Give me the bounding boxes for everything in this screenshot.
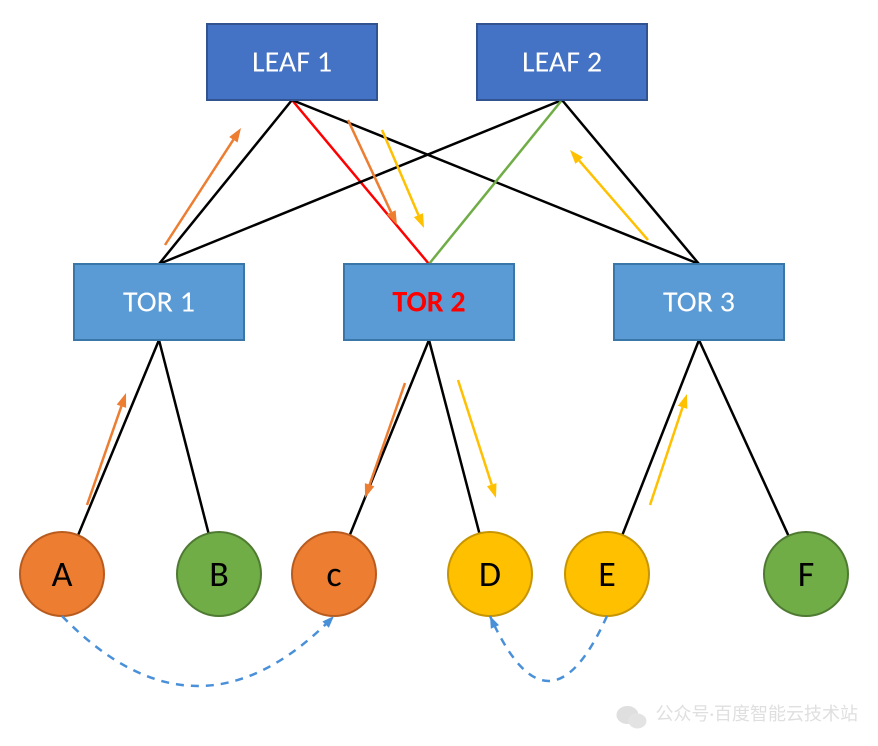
boxes: LEAF 1 LEAF 2 TOR 1 TOR 2 TOR 3	[74, 24, 784, 340]
tor3-label: TOR 3	[663, 284, 735, 321]
edge	[429, 340, 479, 533]
flow-arrow-head	[117, 393, 126, 408]
network-diagram: LEAF 1 LEAF 2 TOR 1 TOR 2 TOR 3 A Bc D E F 公众号·百度智…	[0, 0, 878, 746]
dashed-curve-head	[490, 616, 499, 629]
flow-arrow-line	[87, 406, 121, 505]
edge	[78, 340, 159, 535]
edge	[159, 340, 209, 533]
tor1-label: TOR 1	[123, 284, 195, 321]
circle-B-label: B	[209, 552, 229, 596]
circle-D-label: D	[479, 552, 501, 596]
leaf2-label: LEAF 2	[522, 44, 602, 81]
flow-arrow-line	[165, 140, 233, 245]
circle-E-label: E	[598, 552, 616, 596]
leaf-circles: A Bc D E F	[20, 532, 848, 616]
circle-C-label: c	[326, 552, 341, 596]
edge	[159, 100, 292, 264]
flow-arrow-line	[370, 383, 405, 485]
flow-arrow-head	[229, 128, 241, 142]
leaf-tor-edges	[159, 100, 699, 264]
dashed-curves	[62, 616, 607, 686]
circle-F-label: F	[798, 552, 815, 596]
flow-arrow-line	[579, 161, 648, 240]
tor-circle-edges	[78, 340, 788, 536]
dashed-curve	[62, 616, 334, 686]
leaf1-label: LEAF 1	[252, 44, 332, 81]
edge	[350, 340, 429, 535]
watermark-text: 公众号·百度智能云技术站	[655, 703, 858, 725]
flow-arrow-head	[414, 213, 424, 228]
edge	[562, 100, 699, 264]
flow-arrow-head	[678, 394, 687, 409]
dashed-curve	[490, 616, 607, 681]
watermark: 公众号·百度智能云技术站	[616, 703, 858, 729]
wechat-icon	[616, 706, 646, 729]
edge	[159, 100, 562, 264]
tor2-label: TOR 2	[392, 284, 465, 321]
edge	[429, 100, 562, 264]
edge	[699, 340, 789, 536]
flow-arrow-head	[387, 210, 397, 225]
flow-arrow-head	[365, 483, 374, 498]
circle-A-label: A	[52, 552, 73, 596]
flow-arrow-head	[487, 483, 497, 498]
edge	[622, 340, 699, 535]
